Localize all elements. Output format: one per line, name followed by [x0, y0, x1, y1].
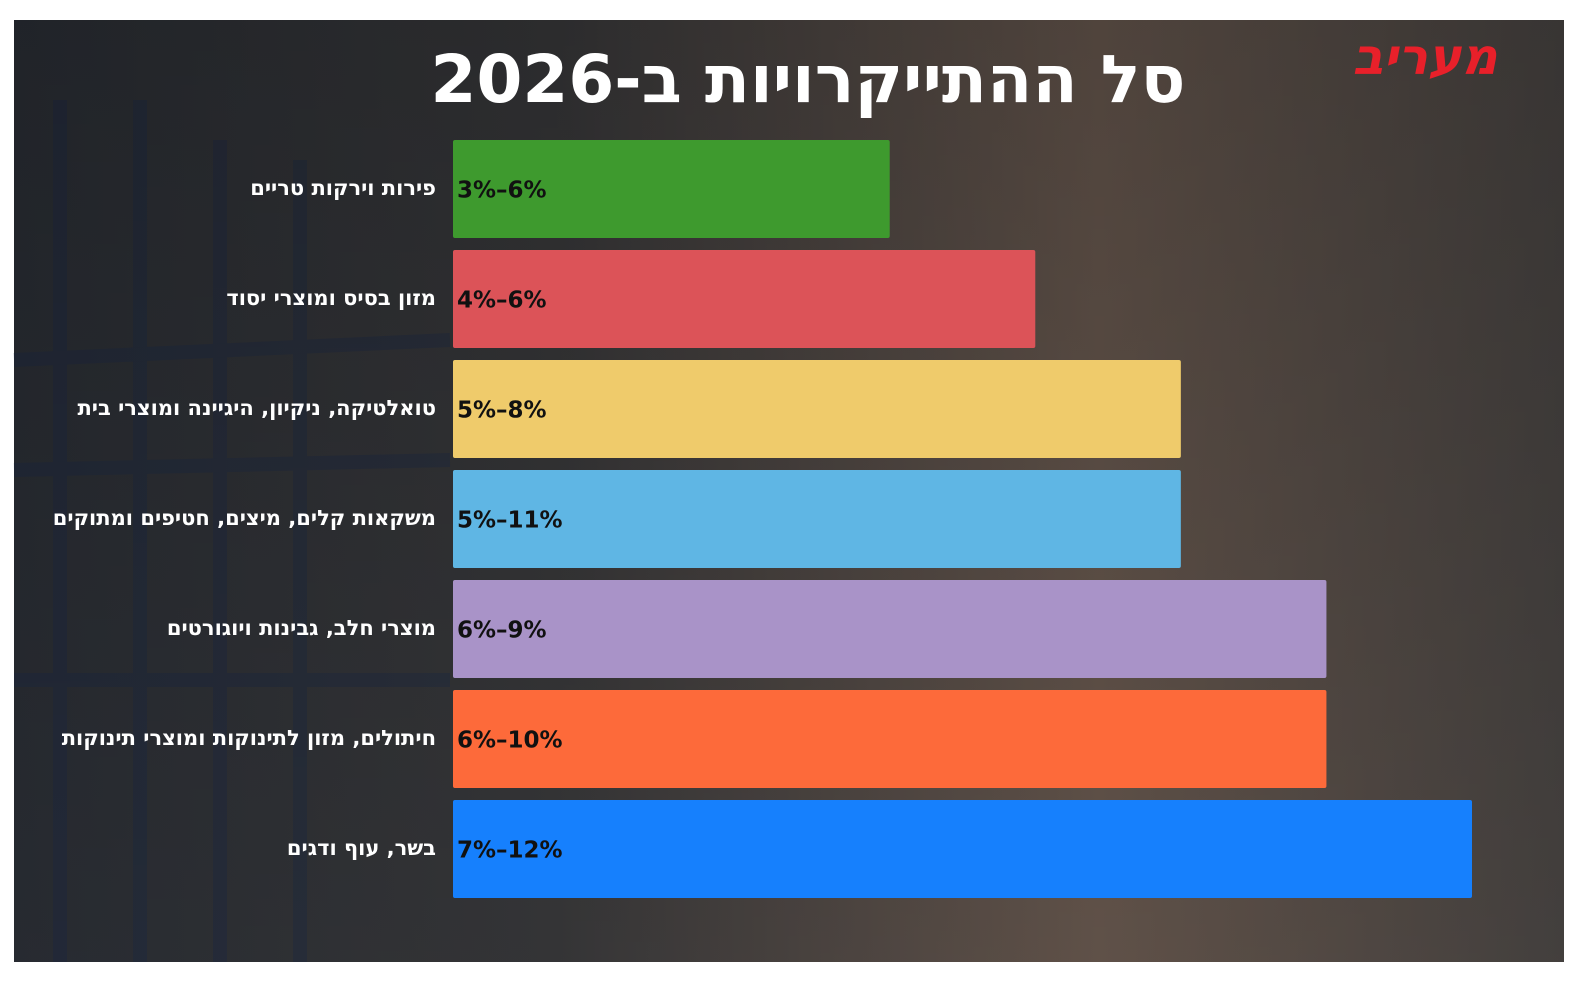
value-label: 6%–9% [457, 618, 547, 644]
category-label: מזון בסיס ומוצרי יסוד [226, 286, 436, 310]
bar [453, 360, 1181, 458]
bar [453, 470, 1181, 568]
bar [453, 690, 1327, 788]
bar [453, 140, 890, 238]
category-label: משקאות קלים, מיצים, חטיפים ומתוקים [53, 506, 436, 530]
category-label: מוצרי חלב, גבינות ויוגורטים [167, 616, 436, 640]
logo: מעריב [1353, 28, 1500, 86]
value-label: 7%–12% [457, 838, 563, 864]
category-label: טואלטיקה, ניקיון, היגיינה ומוצרי בית [77, 396, 436, 420]
value-label: 5%–11% [457, 508, 563, 534]
chart-title: סל ההתייקרויות ב-2026 [431, 41, 1186, 118]
value-label: 5%–8% [457, 398, 547, 424]
category-label: פירות וירקות טריים [250, 176, 436, 200]
category-label: בשר, עוף ודגים [287, 836, 436, 860]
bar [453, 250, 1036, 348]
value-label: 4%–6% [457, 288, 547, 314]
category-label: חיתולים, מזון לתינוקות ומוצרי תינוקות [62, 726, 436, 750]
bar [453, 580, 1327, 678]
bar [453, 800, 1472, 898]
value-label: 3%–6% [457, 178, 547, 204]
value-label: 6%–10% [457, 728, 563, 754]
